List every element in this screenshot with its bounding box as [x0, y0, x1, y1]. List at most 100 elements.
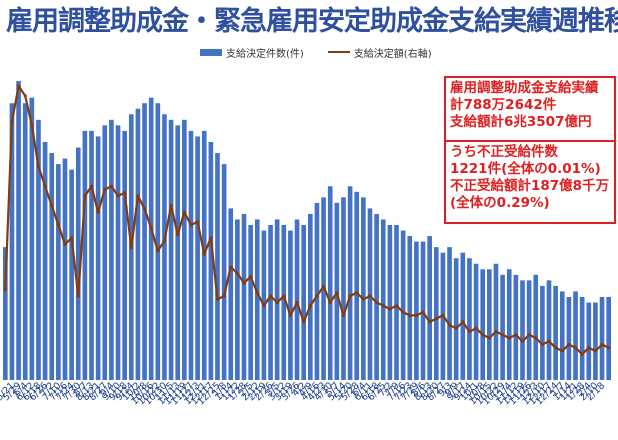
bar-62: [414, 241, 419, 380]
line-point-81: [540, 342, 545, 347]
fraud-line-1: うち不正受給件数: [450, 144, 558, 160]
line-point-71: [474, 326, 478, 330]
bar-29: [195, 136, 200, 380]
bar-85: [566, 296, 572, 380]
line-point-8: [56, 223, 61, 227]
line-point-79: [527, 333, 531, 337]
line-point-58: [388, 307, 392, 311]
bar-45: [301, 225, 306, 380]
bar-82: [546, 280, 552, 380]
bar-56: [374, 213, 379, 380]
line-point-76: [507, 336, 511, 340]
bar-65: [433, 247, 439, 380]
line-point-15: [103, 187, 107, 192]
line-point-47: [315, 294, 319, 298]
bar-74: [493, 263, 499, 380]
bar-35: [235, 219, 240, 380]
bar-26: [175, 125, 181, 380]
bar-40: [268, 225, 273, 380]
bar-79: [526, 280, 532, 380]
bar-69: [460, 252, 466, 380]
bar-3: [22, 103, 28, 381]
line-point-0: [3, 288, 7, 292]
line-point-26: [176, 233, 180, 237]
line-point-69: [461, 320, 465, 324]
bar-86: [573, 291, 578, 380]
bar-58: [387, 225, 393, 380]
bar-28: [188, 130, 194, 380]
line-point-25: [169, 204, 173, 208]
line-point-83: [554, 346, 558, 350]
bar-18: [122, 130, 127, 380]
line-point-42: [282, 294, 286, 298]
bar-89: [593, 302, 598, 380]
bar-20: [135, 108, 141, 380]
line-point-54: [361, 297, 365, 301]
line-point-67: [448, 323, 452, 327]
fraud-line-4: (全体の0.29%): [450, 195, 550, 211]
chart-legend: 支給決定件数(件) 支給決定額(右軸): [200, 45, 450, 60]
bar-16: [109, 119, 114, 380]
line-point-63: [421, 310, 425, 314]
bar-57: [380, 219, 386, 380]
line-point-5: [36, 165, 41, 169]
bar-72: [480, 269, 486, 380]
summary-line-2: 計788万2642件: [450, 97, 557, 113]
summary-box: 雇用調整助成金支給実績 計788万2642件 支給額計6兆3507億円: [444, 76, 616, 142]
line-point-28: [189, 223, 193, 227]
bar-24: [162, 114, 167, 380]
fraud-line-3: 不正受給額計187億8千万: [450, 178, 610, 194]
line-point-74: [494, 330, 498, 334]
line-point-51: [341, 313, 346, 317]
line-point-48: [322, 284, 326, 288]
page-title: 雇用調整助成金・緊急雇用安定助成金支給実績週推移: [6, 6, 618, 37]
bar-33: [221, 164, 227, 380]
line-point-7: [50, 204, 54, 208]
line-point-19: [129, 246, 133, 250]
line-point-46: [308, 304, 312, 308]
bar-44: [294, 219, 300, 380]
line-point-24: [162, 239, 166, 243]
line-point-44: [295, 300, 299, 305]
bar-27: [182, 119, 187, 380]
line-point-32: [215, 297, 220, 301]
line-point-55: [368, 294, 372, 298]
bar-17: [115, 125, 121, 380]
bar-78: [520, 280, 525, 380]
line-point-22: [149, 226, 153, 230]
line-point-43: [288, 313, 292, 317]
bar-9: [62, 158, 68, 380]
bar-25: [168, 119, 174, 380]
line-point-84: [560, 349, 564, 353]
bar-6: [42, 141, 48, 380]
line-point-75: [501, 333, 505, 337]
bar-75: [500, 274, 505, 380]
bar-7: [49, 153, 55, 380]
line-point-1: [10, 120, 14, 124]
line-point-60: [401, 310, 405, 314]
bar-36: [241, 213, 247, 380]
bar-52: [347, 186, 353, 380]
bar-49: [327, 186, 333, 380]
line-point-3: [23, 94, 27, 98]
line-point-88: [587, 346, 591, 350]
bar-38: [254, 219, 260, 380]
legend-item-bars: 支給決定件数(件): [200, 45, 304, 60]
line-point-89: [593, 349, 598, 353]
line-point-87: [580, 352, 584, 356]
line-point-14: [96, 210, 100, 214]
legend-line-swatch: [327, 51, 350, 53]
line-point-6: [43, 184, 47, 188]
bar-76: [506, 269, 512, 380]
legend-item-line: 支給決定額(右軸): [327, 45, 432, 60]
bar-53: [354, 191, 360, 380]
bar-23: [155, 103, 161, 381]
bar-37: [248, 225, 253, 380]
bar-11: [75, 147, 81, 380]
line-point-73: [487, 336, 491, 340]
bar-80: [533, 274, 539, 380]
line-point-62: [414, 313, 418, 317]
line-point-39: [262, 304, 266, 308]
bar-77: [513, 274, 519, 380]
line-point-41: [275, 300, 279, 305]
